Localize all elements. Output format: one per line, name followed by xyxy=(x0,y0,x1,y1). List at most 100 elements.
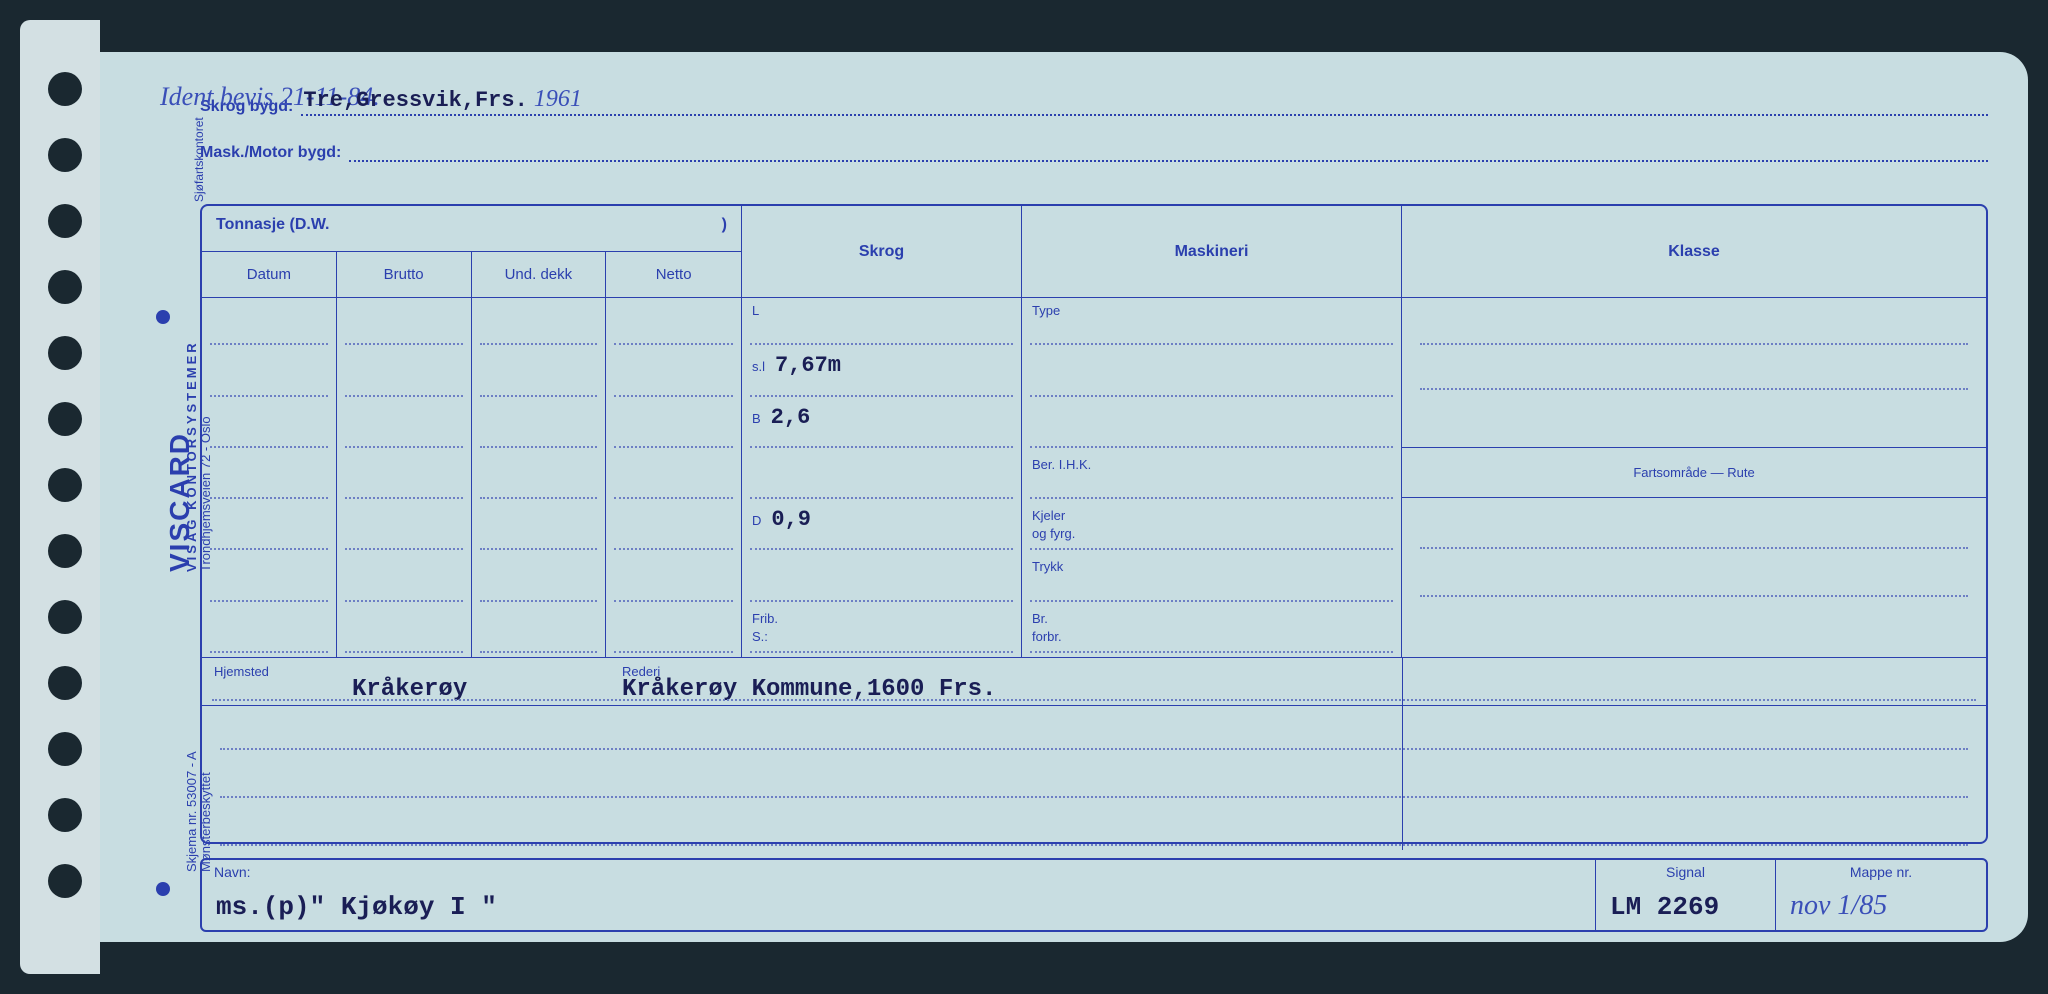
tonnasje-subheader: Netto xyxy=(606,252,741,297)
tonnasje-cell xyxy=(337,554,472,605)
signal-cell: Signal LM 2269 xyxy=(1596,860,1776,930)
navn-value: ms.(p)" Kjøkøy I " xyxy=(216,892,497,922)
punch-hole xyxy=(48,72,82,106)
tonnasje-body xyxy=(202,298,742,658)
tonnasje-cell xyxy=(606,401,741,452)
punch-hole xyxy=(48,534,82,568)
skrog-row: s.l 7,67m xyxy=(742,349,1021,400)
skrog-hand: 1961 xyxy=(534,86,582,112)
mask-row: Br. forbr. xyxy=(1022,606,1401,657)
mask-row: Type xyxy=(1022,298,1401,349)
hjemsted-row: Hjemsted Kråkerøy Rederi Kråkerøy Kommun… xyxy=(202,658,1986,706)
signal-label: Signal xyxy=(1608,864,1763,880)
mask-row-label: Kjeler og fyrg. xyxy=(1032,508,1075,541)
tonnasje-cell xyxy=(606,554,741,605)
klasse-top xyxy=(1402,298,1986,448)
tonnasje-cell xyxy=(472,452,607,503)
motor-bygd-label: Mask./Motor bygd: xyxy=(200,144,341,162)
tonnasje-cell xyxy=(606,452,741,503)
tonnasje-cell xyxy=(606,503,741,554)
skrog-row: D 0,9 xyxy=(742,503,1021,554)
side-dot xyxy=(156,310,170,324)
tonnasje-subheader: Datum xyxy=(202,252,337,297)
tonnasje-cell xyxy=(202,452,337,503)
skrog-header: Skrog xyxy=(742,206,1022,298)
mask-row-label: Trykk xyxy=(1032,559,1063,574)
punch-hole xyxy=(48,732,82,766)
tonnasje-cell xyxy=(202,349,337,400)
mappe-value: nov 1/85 xyxy=(1790,890,1887,922)
mask-row-label: Type xyxy=(1032,303,1060,318)
tonnasje-cell xyxy=(202,554,337,605)
klasse-header: Klasse xyxy=(1402,206,1986,298)
punch-hole xyxy=(48,468,82,502)
bottom-bar: Navn: ms.(p)" Kjøkøy I " Signal LM 2269 … xyxy=(200,858,1988,932)
motor-bygd-field xyxy=(349,140,1988,162)
mask-row: Kjeler og fyrg. xyxy=(1022,503,1401,554)
punch-hole xyxy=(48,204,82,238)
hjemsted-label: Hjemsted xyxy=(214,664,269,679)
tonnasje-close: ) xyxy=(722,216,727,234)
skrog-row-label: s.l xyxy=(752,359,765,374)
skrog-row-value: 0,9 xyxy=(771,507,811,532)
mask-body: Type Ber. I.H.K. Kjeler og fyrg. Trykk Br. f… xyxy=(1022,298,1402,658)
skrog-bygd-field: Tre,Gressvik,Frs. 1961 xyxy=(301,94,1988,116)
skrog-row-label: D xyxy=(752,513,761,528)
tonnasje-cell xyxy=(337,503,472,554)
maskineri-header: Maskineri xyxy=(1022,206,1402,298)
navn-cell: Navn: ms.(p)" Kjøkøy I " xyxy=(202,860,1596,930)
tonnasje-cell xyxy=(606,298,741,349)
punch-hole xyxy=(48,138,82,172)
skrog-row: B2,6 xyxy=(742,401,1021,452)
fartsomrade-header: Fartsområde — Rute xyxy=(1402,448,1986,498)
punch-hole xyxy=(48,270,82,304)
header-area: Ident bevis 21-11-84. Skrog bygd: Tre,Gr… xyxy=(200,94,1988,204)
tonnasje-subheader: Und. dekk xyxy=(472,252,607,297)
side-text: VISCARD VISAG KONTORSYSTEMER Trondhjemsv… xyxy=(108,52,198,942)
tonnasje-cell xyxy=(337,401,472,452)
tonnasje-cell xyxy=(337,298,472,349)
tonnasje-cell xyxy=(606,349,741,400)
main-grid: Tonnasje (D.W. ) Skrog Maskineri Klasse … xyxy=(200,204,1988,844)
punch-hole xyxy=(48,402,82,436)
mappe-label: Mappe nr. xyxy=(1788,864,1974,880)
klasse-bottom xyxy=(1402,498,1986,658)
mask-row xyxy=(1022,349,1401,400)
lower-row xyxy=(212,706,1976,754)
skrog-body: Ls.l 7,67m B2,6 D 0,9 Frib. S.: xyxy=(742,298,1022,658)
lower-row xyxy=(212,754,1976,802)
navn-label: Navn: xyxy=(214,864,1583,880)
skrog-row-label: Frib. S.: xyxy=(752,611,778,644)
tonnasje-cell xyxy=(337,606,472,657)
signal-value: LM 2269 xyxy=(1610,892,1719,922)
lower-dotted-rows xyxy=(202,706,1986,850)
side-line1: VISAG KONTORSYSTEMER xyxy=(184,340,199,572)
skrog-row: L xyxy=(742,298,1021,349)
skrog-row-value: 2,6 xyxy=(771,405,811,430)
skrog-row xyxy=(742,554,1021,605)
mask-row xyxy=(1022,401,1401,452)
side-dot xyxy=(156,882,170,896)
tonnasje-cell xyxy=(202,298,337,349)
side-skjema: Skjema nr. 53007 - A xyxy=(184,751,199,872)
tonnasje-cell xyxy=(472,349,607,400)
mappe-cell: Mappe nr. nov 1/85 xyxy=(1776,860,1986,930)
tonnasje-header: Tonnasje (D.W. ) xyxy=(202,206,742,252)
index-card: Sjøfartskontoret VISCARD VISAG KONTORSYS… xyxy=(100,52,2028,942)
punch-hole xyxy=(48,798,82,832)
skrog-row xyxy=(742,452,1021,503)
tonnasje-cell xyxy=(606,606,741,657)
mask-row-label: Ber. I.H.K. xyxy=(1032,457,1091,472)
mask-row: Ber. I.H.K. xyxy=(1022,452,1401,503)
punch-hole xyxy=(48,864,82,898)
punch-hole xyxy=(48,666,82,700)
skrog-row-value: 7,67m xyxy=(775,353,841,378)
tonnasje-cell xyxy=(472,401,607,452)
mask-row: Trykk xyxy=(1022,554,1401,605)
tonnasje-cell xyxy=(472,606,607,657)
skrog-typed: Tre,Gressvik,Frs. xyxy=(303,88,527,113)
tonnasje-label: Tonnasje (D.W. xyxy=(216,216,329,234)
tonnasje-cell xyxy=(202,401,337,452)
tonnasje-cell xyxy=(202,606,337,657)
tonnasje-subheaders: DatumBruttoUnd. dekkNetto xyxy=(202,252,742,298)
